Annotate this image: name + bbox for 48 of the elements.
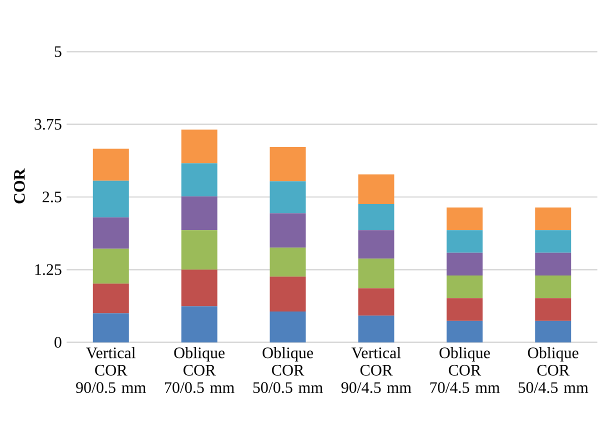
bar — [358, 230, 394, 259]
x-tick-label: Oblique COR 50/4.5 mm — [518, 347, 588, 394]
x-tick-label: Oblique COR 70/4.5 mm — [430, 347, 500, 394]
y-tick-label: 2.5 — [42, 192, 62, 202]
bar — [181, 196, 218, 230]
bar — [92, 313, 129, 342]
bar — [446, 230, 483, 253]
x-tick-label: Vertical COR 90/0.5 mm — [76, 347, 146, 394]
bar — [270, 181, 306, 214]
y-tick-label: 5 — [54, 46, 62, 57]
bar — [181, 163, 218, 196]
bar — [181, 130, 218, 164]
bar — [92, 148, 129, 181]
bar — [535, 320, 572, 342]
bar — [446, 320, 483, 342]
bar — [92, 248, 129, 284]
bar — [358, 204, 394, 230]
bar — [270, 213, 306, 248]
bar — [181, 306, 218, 342]
bar — [535, 252, 572, 276]
bar — [446, 298, 483, 321]
bar — [535, 230, 572, 253]
bar — [446, 207, 483, 230]
x-tick-label: Oblique COR 50/0.5 mm — [253, 347, 323, 394]
y-tick-label: 0 — [54, 336, 62, 348]
bar — [358, 258, 394, 288]
bar — [270, 312, 306, 342]
x-tick-label: Oblique COR 70/0.5 mm — [165, 347, 234, 394]
bar — [270, 147, 306, 182]
bar — [181, 270, 218, 306]
bar — [92, 180, 129, 218]
x-tick-label: Vertical COR 90/4.5 mm — [341, 347, 412, 394]
bar — [358, 316, 394, 342]
bar — [92, 217, 129, 249]
bar — [535, 275, 572, 298]
y-axis-title: COR — [14, 168, 25, 204]
bar — [270, 276, 306, 312]
bar — [535, 207, 572, 230]
bar — [446, 275, 483, 298]
y-tick-label: 1.25 — [35, 264, 62, 276]
bar — [358, 288, 394, 316]
bar — [181, 230, 218, 270]
bar — [535, 298, 572, 321]
y-tick-label: 3.75 — [34, 118, 62, 130]
bar — [270, 248, 306, 277]
bar — [92, 284, 129, 314]
bar — [446, 252, 483, 276]
bar — [358, 174, 394, 204]
